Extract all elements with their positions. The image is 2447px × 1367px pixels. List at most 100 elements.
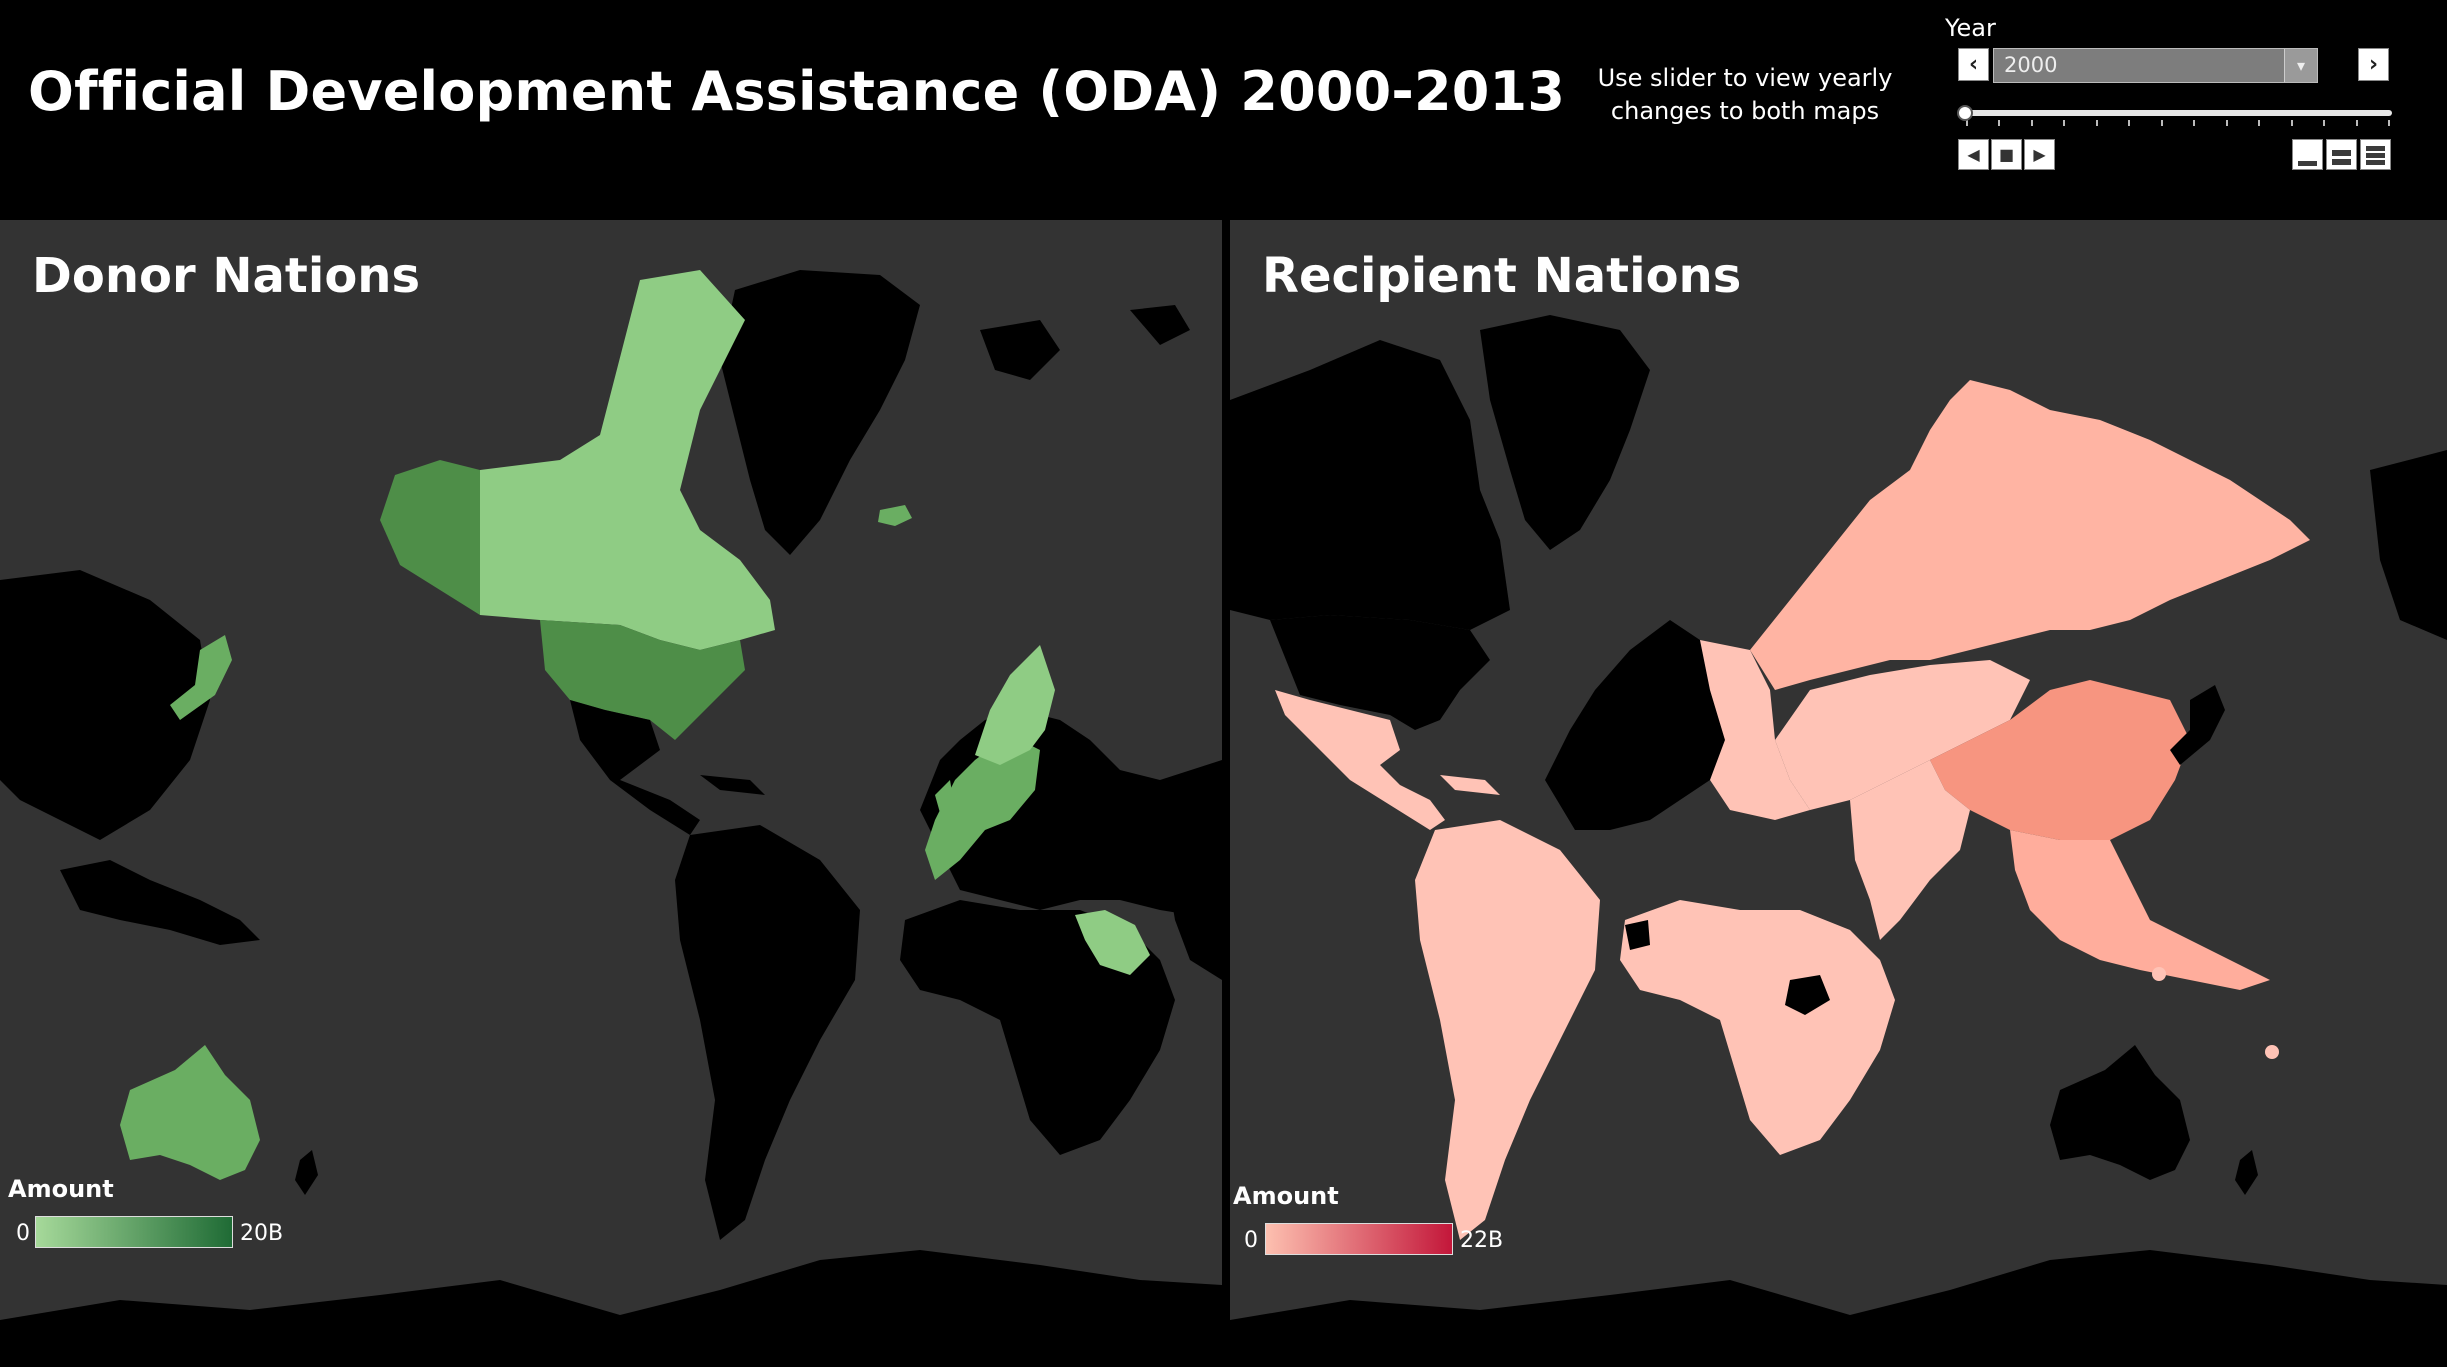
- dashboard-title: Official Development Assistance (ODA) 20…: [28, 60, 1566, 123]
- donor-map-panel: Donor Nations: [0, 220, 1222, 1367]
- map-country-western-sahara[interactable]: [1625, 920, 1650, 950]
- map-region-central-asia-middle-east[interactable]: [1775, 660, 2030, 810]
- map-country-japan[interactable]: [2170, 685, 2225, 765]
- map-landmass-antarctica[interactable]: [0, 1250, 1222, 1367]
- map-landmass-africa[interactable]: [1620, 900, 1895, 1155]
- year-slider-tick: [2160, 120, 2163, 126]
- step-back-icon: ◀: [1967, 145, 1980, 164]
- speed-medium-icon-bar: [2332, 159, 2351, 165]
- map-region-western-europe-donors[interactable]: [925, 740, 1040, 880]
- map-state-alaska[interactable]: [380, 460, 480, 615]
- donor-map-title: Donor Nations: [32, 248, 421, 304]
- map-region-caribbean[interactable]: [1440, 775, 1500, 795]
- donor-world-map[interactable]: [0, 220, 1222, 1367]
- donor-legend-title: Amount: [8, 1175, 114, 1203]
- year-slider-tick: [2225, 120, 2228, 126]
- recipient-legend-gradient: [1265, 1223, 1453, 1255]
- map-landmass-south-america[interactable]: [675, 825, 860, 1240]
- stop-icon: ■: [1998, 145, 2015, 164]
- slider-hint-line-2: changes to both maps: [1610, 97, 1880, 125]
- year-dropdown[interactable]: 2000 ▾: [1993, 48, 2318, 83]
- map-country-japan[interactable]: [170, 635, 232, 720]
- map-region-far-east-edge[interactable]: [2370, 450, 2447, 640]
- year-slider-tick: [2388, 120, 2390, 126]
- map-country-united-states[interactable]: [540, 620, 745, 740]
- year-filter-label: Year: [1945, 14, 1996, 42]
- year-dropdown-value: 2000: [2004, 53, 2058, 77]
- map-region-mexico-central-america[interactable]: [1275, 690, 1445, 830]
- map-region-asia-edge[interactable]: [1160, 760, 1222, 980]
- donor-legend-max: 20B: [240, 1221, 284, 1246]
- map-country-canada[interactable]: [480, 270, 775, 650]
- year-slider-tick: [2030, 120, 2033, 126]
- slider-hint-text: Use slider to view yearly changes to bot…: [1590, 62, 1900, 128]
- map-country-greenland[interactable]: [1480, 315, 1650, 550]
- map-country-new-zealand[interactable]: [2235, 1150, 2258, 1195]
- map-country-united-kingdom[interactable]: [935, 780, 955, 820]
- year-slider-tick: [2193, 120, 2196, 126]
- year-prev-button[interactable]: ‹: [1958, 48, 1989, 81]
- map-country-mexico[interactable]: [570, 700, 700, 835]
- dashboard-header: Official Development Assistance (ODA) 20…: [0, 0, 2447, 220]
- year-slider-tick: [2063, 120, 2066, 126]
- map-region-south-asia[interactable]: [1850, 760, 1970, 940]
- map-island-marker[interactable]: [2152, 967, 2166, 981]
- speed-fast-icon-bar: [2366, 153, 2385, 158]
- map-country-south-sudan[interactable]: [1785, 975, 1830, 1015]
- map-country-new-zealand[interactable]: [295, 1150, 318, 1195]
- donor-legend-gradient: [35, 1216, 233, 1248]
- recipient-map-title: Recipient Nations: [1262, 248, 1742, 304]
- year-slider-track[interactable]: [1962, 110, 2392, 116]
- map-country-saudi-arabia[interactable]: [1075, 910, 1150, 975]
- recipient-legend-title: Amount: [1233, 1182, 1339, 1210]
- speed-slow-icon: [2298, 161, 2317, 166]
- speed-medium-button[interactable]: [2326, 139, 2357, 170]
- year-slider-thumb[interactable]: [1957, 105, 1973, 121]
- recipient-map-panel: Recipient Nations: [1230, 220, 2447, 1367]
- year-next-button[interactable]: ›: [2358, 48, 2389, 81]
- year-slider-tick: [2290, 120, 2293, 126]
- map-region-eastern-europe[interactable]: [1700, 640, 1810, 820]
- map-country-iceland[interactable]: [878, 505, 912, 526]
- map-landmass-antarctica[interactable]: [1230, 1250, 2447, 1367]
- map-island-marker[interactable]: [2265, 1045, 2279, 1059]
- recipient-legend: Amount 0 22B: [1233, 1182, 1553, 1272]
- year-slider-tick: [2095, 120, 2098, 126]
- recipient-world-map[interactable]: [1230, 220, 2447, 1367]
- speed-slow-button[interactable]: [2292, 139, 2323, 170]
- map-landmass-south-america[interactable]: [1415, 820, 1600, 1240]
- map-region-scandinavia[interactable]: [975, 645, 1055, 765]
- chevron-left-icon: ‹: [1968, 52, 1979, 77]
- map-country-china[interactable]: [1930, 680, 2190, 840]
- map-country-greenland[interactable]: [720, 270, 920, 555]
- chevron-right-icon: ›: [2368, 52, 2379, 77]
- map-country-australia[interactable]: [2050, 1045, 2190, 1180]
- donor-legend: Amount 0 20B: [8, 1175, 308, 1265]
- year-slider-tick: [2355, 120, 2358, 126]
- map-country-canada[interactable]: [1230, 340, 1510, 630]
- map-region-europe[interactable]: [1545, 620, 1725, 830]
- map-landmass-arctic-islands[interactable]: [980, 305, 1190, 380]
- panel-divider: [1222, 220, 1230, 1367]
- map-country-australia[interactable]: [120, 1045, 260, 1180]
- speed-fast-icon-bar: [2366, 160, 2385, 165]
- chevron-down-icon: ▾: [2284, 49, 2317, 82]
- map-country-united-states[interactable]: [1270, 615, 1490, 730]
- year-slider-tick: [2258, 120, 2261, 126]
- year-slider-tick: [1998, 120, 2001, 126]
- speed-fast-icon: [2366, 146, 2385, 151]
- recipient-legend-max: 22B: [1460, 1228, 1504, 1253]
- map-region-southeast-asia-left[interactable]: [60, 860, 260, 945]
- year-slider-tick: [1966, 120, 1968, 126]
- recipient-legend-min: 0: [1244, 1228, 1258, 1253]
- map-country-russia[interactable]: [1750, 380, 2310, 690]
- speed-fast-button[interactable]: [2360, 139, 2391, 170]
- map-region-southeast-asia[interactable]: [2010, 830, 2270, 990]
- play-button[interactable]: ▶: [2024, 139, 2055, 170]
- year-slider-tick: [2323, 120, 2326, 126]
- play-icon: ▶: [2033, 145, 2046, 164]
- stop-button[interactable]: ■: [1991, 139, 2022, 170]
- map-country-cuba[interactable]: [700, 775, 765, 795]
- map-region-east-asia-left[interactable]: [0, 570, 210, 840]
- step-back-button[interactable]: ◀: [1958, 139, 1989, 170]
